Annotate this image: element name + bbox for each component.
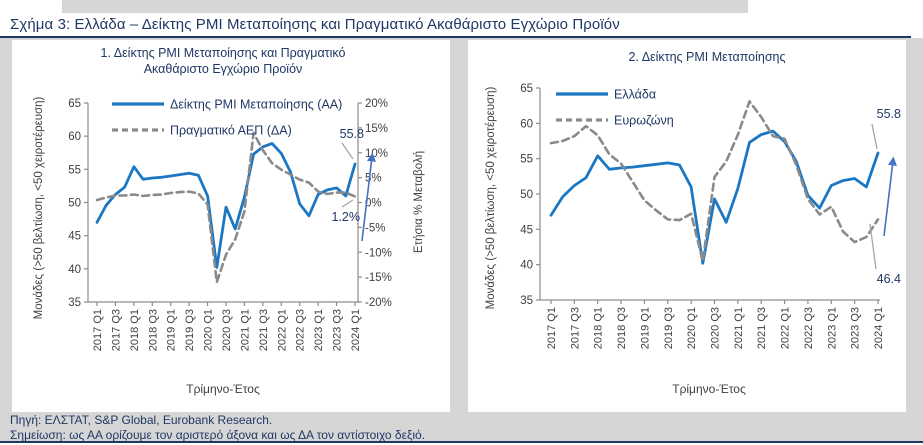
- x-axis-tick-label: 2022 Q1: [276, 309, 288, 351]
- annotation-leader-0: [871, 123, 878, 150]
- pmi-gdp-chart-canvas: 35 40 45 50 55 60 65 -20% -15% -10% -5% 0% 5% 10% 15% 2…: [33, 96, 425, 396]
- figure-header: Σχήμα 3: Ελλάδα – Δείκτης PMI Μεταποίηση…: [0, 0, 911, 38]
- trend-up-arrow: [361, 152, 376, 242]
- annotation-leader-0: [341, 142, 354, 160]
- right-axis-tick-label: -10%: [365, 247, 392, 259]
- x-axis-tick-label: 2018 Q1: [593, 307, 605, 349]
- series-line-1: [95, 131, 357, 284]
- x-axis-tick-label: 2020 Q3: [221, 309, 233, 351]
- x-axis-tick-label: 2022 Q3: [295, 309, 307, 351]
- annotation-leader-1: [341, 199, 354, 208]
- y-axis-tick-label: 65: [520, 83, 533, 95]
- figure-footer: Πηγή: ΕΛΣΤΑΤ, S&P Global, Eurobank Resea…: [0, 412, 923, 442]
- x-axis-tick-label: 2021 Q3: [756, 307, 768, 349]
- right-axis-tick-label: 10%: [365, 148, 388, 160]
- panel-pmi-gdp: 35 40 45 50 55 60 65 -20% -15% -10% -5% 0% 5% 10% 15% 2…: [12, 40, 450, 412]
- x-axis-tick-label: 2017 Q1: [92, 309, 104, 351]
- x-axis-tick-label: 2020 Q1: [686, 307, 698, 349]
- y-axis-tick-label: 55: [68, 164, 81, 176]
- x-axis-tick-label: 2023 Q3: [850, 307, 862, 349]
- x-axis-tick-label: 2019 Q3: [184, 309, 196, 351]
- right-axis-tick-label: 20%: [365, 98, 388, 110]
- y-axis-tick-label: 60: [520, 118, 533, 130]
- annotation-value-0: 55.8: [877, 107, 901, 121]
- x-axis-tick-label: 2023 Q1: [826, 307, 838, 349]
- y-axis-tick-label: 55: [520, 154, 533, 166]
- annotation-value-1: 1.2%: [332, 210, 361, 224]
- charts-band: 35 40 45 50 55 60 65 -20% -15% -10% -5% 0% 5% 10% 15% 2…: [0, 38, 923, 412]
- right-axis-tick-label: 15%: [365, 123, 388, 135]
- x-axis-tick-label: 2019 Q1: [639, 307, 651, 349]
- y-axis-tick-label: 45: [68, 231, 81, 243]
- annotation-leader-1: [869, 223, 877, 270]
- legend-label-1: Πραγματικό ΑΕΠ (ΔΑ): [170, 124, 292, 138]
- annotation-value-1: 46.4: [877, 272, 901, 286]
- y-axis-tick-label: 50: [68, 198, 81, 210]
- x-axis-tick-label: 2018 Q1: [129, 309, 141, 351]
- y-axis-tick-label: 50: [520, 189, 533, 201]
- y-axis-tick-label: 45: [520, 224, 533, 236]
- y-axis-title: Μονάδες (>50 βελτίωση, <50 χειροτέρευση): [485, 86, 497, 309]
- right-axis-tick-label: -5%: [365, 222, 385, 234]
- x-axis-tick-label: 2020 Q3: [710, 307, 722, 349]
- bottom-rule: [0, 441, 923, 443]
- x-axis-tick-label: 2017 Q1: [546, 307, 558, 349]
- x-axis-tick-label: 2018 Q3: [147, 309, 159, 351]
- source-line: Πηγή: ΕΛΣΤΑΤ, S&P Global, Eurobank Resea…: [10, 413, 273, 427]
- panel-pmi-comparison: 35 40 45 50 55 60 65 2017 Q1 2017 Q3 2018 Q1 2018 …: [468, 40, 906, 412]
- right-axis-title: Ετήσια % Μεταβολή: [413, 151, 425, 253]
- x-axis-title: Τρίμηνο-Έτος: [186, 382, 260, 396]
- x-axis-tick-label: 2022 Q3: [803, 307, 815, 349]
- y-axis-tick-label: 35: [520, 295, 533, 307]
- y-axis-tick-label: 65: [68, 98, 81, 110]
- x-axis-tick-label: 2023 Q3: [332, 309, 344, 351]
- x-axis-tick-label: 2021 Q1: [239, 309, 251, 351]
- legend-label-1: Ευρωζώνη: [614, 114, 674, 128]
- x-axis-tick-label: 2019 Q3: [663, 307, 675, 349]
- x-axis-tick-label: 2022 Q1: [780, 307, 792, 349]
- y-axis-tick-label: 40: [68, 264, 81, 276]
- right-axis-tick-label: -20%: [365, 297, 392, 309]
- right-axis-tick-label: 5%: [365, 173, 382, 185]
- x-axis-tick-label: 2021 Q1: [733, 307, 745, 349]
- right-axis-tick-label: -15%: [365, 272, 392, 284]
- y-axis-tick-label: 60: [68, 131, 81, 143]
- x-axis-tick-label: 2018 Q3: [616, 307, 628, 349]
- x-axis-tick-label: 2017 Q3: [569, 307, 581, 349]
- x-axis-tick-label: 2017 Q3: [110, 309, 122, 351]
- x-axis-title: Τρίμηνο-Έτος: [672, 382, 746, 396]
- y-axis-tick-label: 35: [68, 297, 81, 309]
- top-gray-strip: [62, 0, 748, 13]
- legend-label-0: Ελλάδα: [614, 88, 656, 102]
- pmi-comparison-chart-canvas: 35 40 45 50 55 60 65 2017 Q1 2017 Q3 2018 Q1 2018 …: [485, 83, 901, 396]
- trend-up-arrow: [883, 156, 897, 237]
- series-line-0: [549, 129, 880, 265]
- y-axis-title: Μονάδες (>50 βελτίωση, <50 χειροτέρευση): [33, 96, 45, 319]
- legend-label-0: Δείκτης PMI Μεταποίησης (ΑΑ): [170, 98, 342, 112]
- right-axis-tick-label: 0%: [365, 198, 382, 210]
- x-axis-tick-label: 2021 Q3: [258, 309, 270, 351]
- annotation-value-0: 55.8: [340, 127, 364, 141]
- x-axis-tick-label: 2024 Q1: [873, 307, 885, 349]
- x-axis-tick-label: 2020 Q1: [203, 309, 215, 351]
- x-axis-tick-label: 2019 Q1: [166, 309, 178, 351]
- series-line-1: [549, 100, 880, 263]
- y-axis-tick-label: 40: [520, 260, 533, 272]
- note-line: Σημείωση: ως ΑΑ ορίζουμε τον αριστερό άξ…: [10, 427, 426, 442]
- series-line-0: [95, 142, 357, 269]
- figure-title: Σχήμα 3: Ελλάδα – Δείκτης PMI Μεταποίηση…: [10, 16, 620, 33]
- x-axis-tick-label: 2024 Q1: [350, 309, 362, 351]
- x-axis-tick-label: 2023 Q1: [313, 309, 325, 351]
